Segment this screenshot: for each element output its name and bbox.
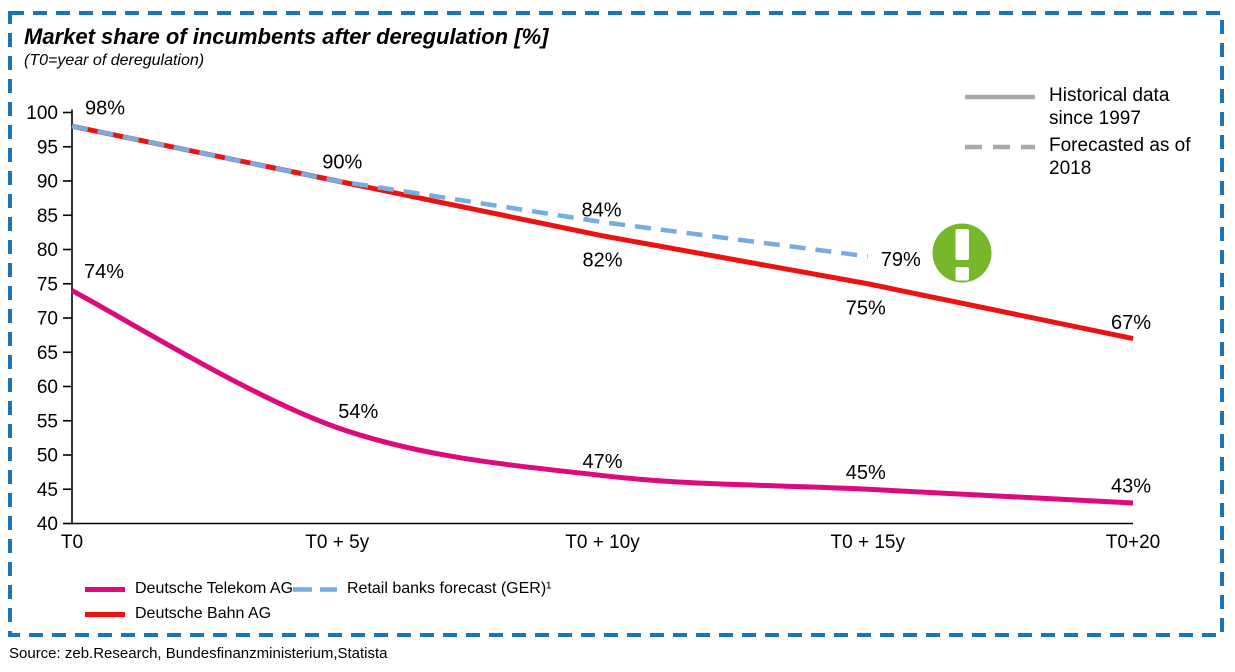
legend-item-telekom: Deutsche Telekom AG (84, 580, 293, 598)
y-tick-label: 40 (37, 514, 58, 535)
data-label: 79% (881, 249, 921, 271)
dashed-line-icon (965, 144, 1035, 150)
y-tick-label: 80 (37, 240, 58, 261)
series-line-deutsche-bahn-ag (71, 123, 1134, 341)
legend-label: Deutsche Telekom AG (135, 580, 294, 597)
series-line-retail-banks-forecast-ger (71, 123, 869, 259)
data-label: 84% (581, 200, 621, 222)
dashed-border (8, 11, 1224, 637)
telekom-line-icon (85, 586, 125, 592)
y-tick-label: 55 (37, 411, 58, 432)
y-tick-label: 100 (26, 103, 58, 124)
legend-item-forecast: Retail banks forecast (GER)¹ (292, 580, 552, 598)
exclamation-dot (955, 267, 969, 281)
x-tick-label: T0 + 5y (305, 532, 369, 553)
legend-top: Historical data since 1997 Forecasted as… (963, 84, 1218, 180)
legend-label: Forecasted as of 2018 (1049, 135, 1191, 179)
data-label: 54% (338, 401, 378, 423)
y-tick-label: 60 (37, 377, 58, 398)
solid-line-icon (965, 94, 1035, 100)
data-label: 45% (846, 462, 886, 484)
legend-label: Historical data since 1997 (1049, 85, 1170, 129)
source-note: Source: zeb.Research, Bundesfinanzminist… (9, 645, 388, 662)
bahn-line-icon (85, 611, 125, 617)
x-tick-label: T0 + 15y (831, 532, 906, 553)
page-title: Market share of incumbents after deregul… (24, 24, 549, 49)
y-tick-label: 95 (37, 137, 58, 158)
legend-label: Retail banks forecast (GER)¹ (347, 580, 552, 597)
data-label: 75% (846, 297, 886, 319)
data-label: 74% (84, 261, 124, 283)
y-tick-label: 45 (37, 480, 58, 501)
y-tick-label: 75 (37, 274, 58, 295)
exclamation-bar (955, 229, 969, 260)
y-tick-label: 85 (37, 206, 58, 227)
y-tick-label: 90 (37, 172, 58, 193)
forecast-line-icon (293, 586, 337, 592)
legend-label: Deutsche Bahn AG (135, 605, 272, 622)
page-subtitle: (T0=year of deregulation) (24, 52, 205, 69)
data-label: 98% (85, 98, 125, 120)
legend-item-forecasted: Forecasted as of 2018 (963, 134, 1218, 180)
data-label: 82% (582, 249, 622, 271)
legend-item-historical: Historical data since 1997 (963, 84, 1218, 130)
x-tick-label: T0 + 10y (565, 532, 640, 553)
data-label: 43% (1111, 475, 1151, 497)
data-label: 90% (322, 152, 362, 174)
data-label: 47% (582, 451, 622, 473)
y-tick-label: 70 (37, 309, 58, 330)
data-label: 67% (1111, 312, 1151, 334)
x-tick-label: T0 (61, 532, 83, 553)
x-tick-label: T0+20 (1106, 532, 1160, 553)
series-line-deutsche-telekom-ag (70, 288, 1134, 506)
legend-item-bahn: Deutsche Bahn AG (84, 605, 271, 623)
y-tick-label: 50 (37, 446, 58, 467)
y-tick-label: 65 (37, 343, 58, 364)
